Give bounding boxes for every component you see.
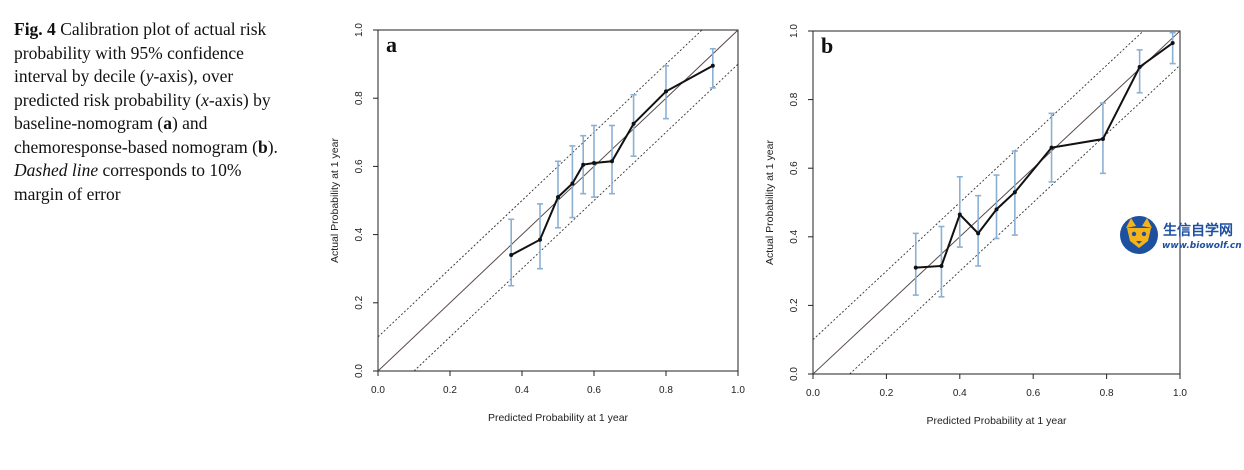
- y-tick-label: 1.0: [354, 23, 365, 37]
- x-tick-label: 0.6: [1026, 388, 1040, 399]
- x-axis-title: Predicted Probability at 1 year: [488, 412, 629, 424]
- data-point: [1013, 190, 1017, 194]
- y-tick-label: 0.0: [354, 364, 365, 378]
- data-point: [664, 89, 668, 93]
- data-point: [939, 264, 943, 268]
- calibration-plot-a: 0.0 0.2 0.4 0.6 0.8 1.0 0.0 0.2 0.4 0.6 0.8 1.0 Pred…: [320, 0, 760, 440]
- upper-margin-dashed-line: [813, 31, 1143, 340]
- x-tick-label: 0.2: [443, 385, 457, 396]
- y-tick-label: 0.8: [789, 92, 800, 106]
- data-point: [581, 163, 585, 167]
- caption-panel-b-ref: b: [258, 137, 268, 157]
- x-tick-label: 0.6: [587, 385, 601, 396]
- caption-dashed-line-term: Dashed line: [14, 160, 98, 180]
- data-point: [610, 159, 614, 163]
- lower-margin-dashed-line: [414, 64, 738, 371]
- figure-caption: Fig. 4 Calibration plot of actual risk p…: [14, 18, 289, 206]
- data-point: [1171, 41, 1175, 45]
- y-tick-label: 0.6: [789, 161, 800, 175]
- data-point: [509, 253, 513, 257]
- x-tick-label: 0.0: [371, 385, 385, 396]
- data-point: [556, 195, 560, 199]
- y-tick-label: 0.2: [789, 298, 800, 312]
- x-tick-label: 0.4: [953, 388, 967, 399]
- panel-label: a: [386, 32, 397, 57]
- y-tick-label: 0.2: [354, 295, 365, 309]
- data-point: [1101, 137, 1105, 141]
- x-tick-label: 0.8: [659, 385, 673, 396]
- data-point: [538, 238, 542, 242]
- panel-label: b: [821, 33, 833, 58]
- y-axis-title: Actual Probability at 1 year: [329, 138, 341, 263]
- figure-label: Fig. 4: [14, 19, 56, 39]
- data-point: [711, 64, 715, 68]
- data-point: [995, 207, 999, 211]
- data-point: [632, 122, 636, 126]
- data-point: [976, 231, 980, 235]
- data-point: [592, 161, 596, 165]
- watermark-name: 生信自学网: [1163, 222, 1233, 239]
- x-tick-label: 0.2: [879, 388, 893, 399]
- caption-panel-a-ref: a: [163, 113, 172, 133]
- x-tick-label: 1.0: [731, 385, 745, 396]
- y-tick-label: 1.0: [789, 24, 800, 38]
- x-axis-title: Predicted Probability at 1 year: [926, 415, 1067, 427]
- data-point: [570, 181, 574, 185]
- y-tick-label: 0.8: [354, 91, 365, 105]
- biowolf-watermark-logo: 生信自学网 www.biowolf.cn: [1118, 214, 1244, 258]
- x-tick-label: 0.4: [515, 385, 529, 396]
- x-tick-label: 1.0: [1173, 388, 1187, 399]
- data-point: [958, 213, 962, 217]
- x-tick-label: 0.0: [806, 388, 820, 399]
- caption-text-5: ).: [268, 137, 278, 157]
- upper-margin-dashed-line: [378, 30, 702, 337]
- data-point: [1138, 65, 1142, 69]
- caption-x-var: x: [201, 90, 209, 110]
- y-tick-label: 0.4: [354, 227, 365, 241]
- y-tick-label: 0.4: [789, 229, 800, 243]
- data-point: [914, 266, 918, 270]
- watermark-url: www.biowolf.cn: [1162, 241, 1242, 251]
- y-tick-label: 0.6: [354, 159, 365, 173]
- x-tick-label: 0.8: [1100, 388, 1114, 399]
- wolf-icon: [1120, 216, 1158, 254]
- data-point: [1050, 146, 1054, 150]
- y-tick-label: 0.0: [789, 367, 800, 381]
- y-axis-title: Actual Probability at 1 year: [764, 140, 776, 265]
